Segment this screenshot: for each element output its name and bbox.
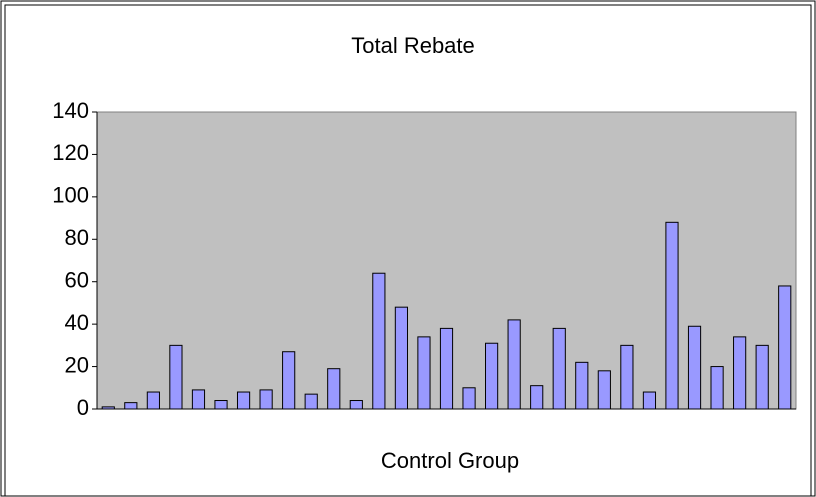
- y-tick-label: 40: [65, 310, 89, 335]
- bar: [146, 391, 160, 410]
- bar: [304, 393, 318, 410]
- bar: [462, 387, 476, 410]
- bar: [101, 406, 115, 410]
- y-tick-label: 60: [65, 268, 89, 293]
- bar: [530, 385, 544, 410]
- bar: [755, 344, 769, 410]
- y-tick-label: 100: [52, 183, 89, 208]
- bar: [687, 325, 702, 410]
- bar: [417, 336, 431, 410]
- chart-title: Total Rebate: [351, 33, 475, 58]
- y-tick-label: 20: [65, 352, 89, 377]
- bar: [733, 336, 747, 410]
- bar: [620, 344, 634, 410]
- bar: [372, 272, 386, 410]
- bar: [597, 370, 611, 410]
- bar: [710, 366, 724, 410]
- bar: [191, 389, 206, 410]
- y-tick-label: 0: [77, 395, 89, 420]
- bar: [665, 221, 679, 410]
- bar: [485, 342, 499, 410]
- bar: [214, 400, 228, 410]
- y-tick-label: 120: [52, 140, 89, 165]
- bar: [259, 389, 273, 410]
- bar: [282, 351, 296, 410]
- bar: [439, 327, 454, 410]
- bar: [169, 344, 183, 410]
- x-axis-label: Control Group: [381, 448, 519, 473]
- inner-frame: [4, 4, 812, 497]
- bar: [394, 306, 408, 410]
- bar: [349, 400, 363, 410]
- bar: [778, 285, 792, 410]
- y-tick-label: 140: [52, 98, 89, 123]
- bar: [642, 391, 657, 410]
- bar: [236, 391, 251, 410]
- bar: [552, 327, 566, 410]
- bar: [327, 368, 341, 410]
- y-tick-label: 80: [65, 225, 89, 250]
- bar: [575, 361, 589, 410]
- bar: [507, 319, 521, 410]
- bar: [124, 402, 138, 410]
